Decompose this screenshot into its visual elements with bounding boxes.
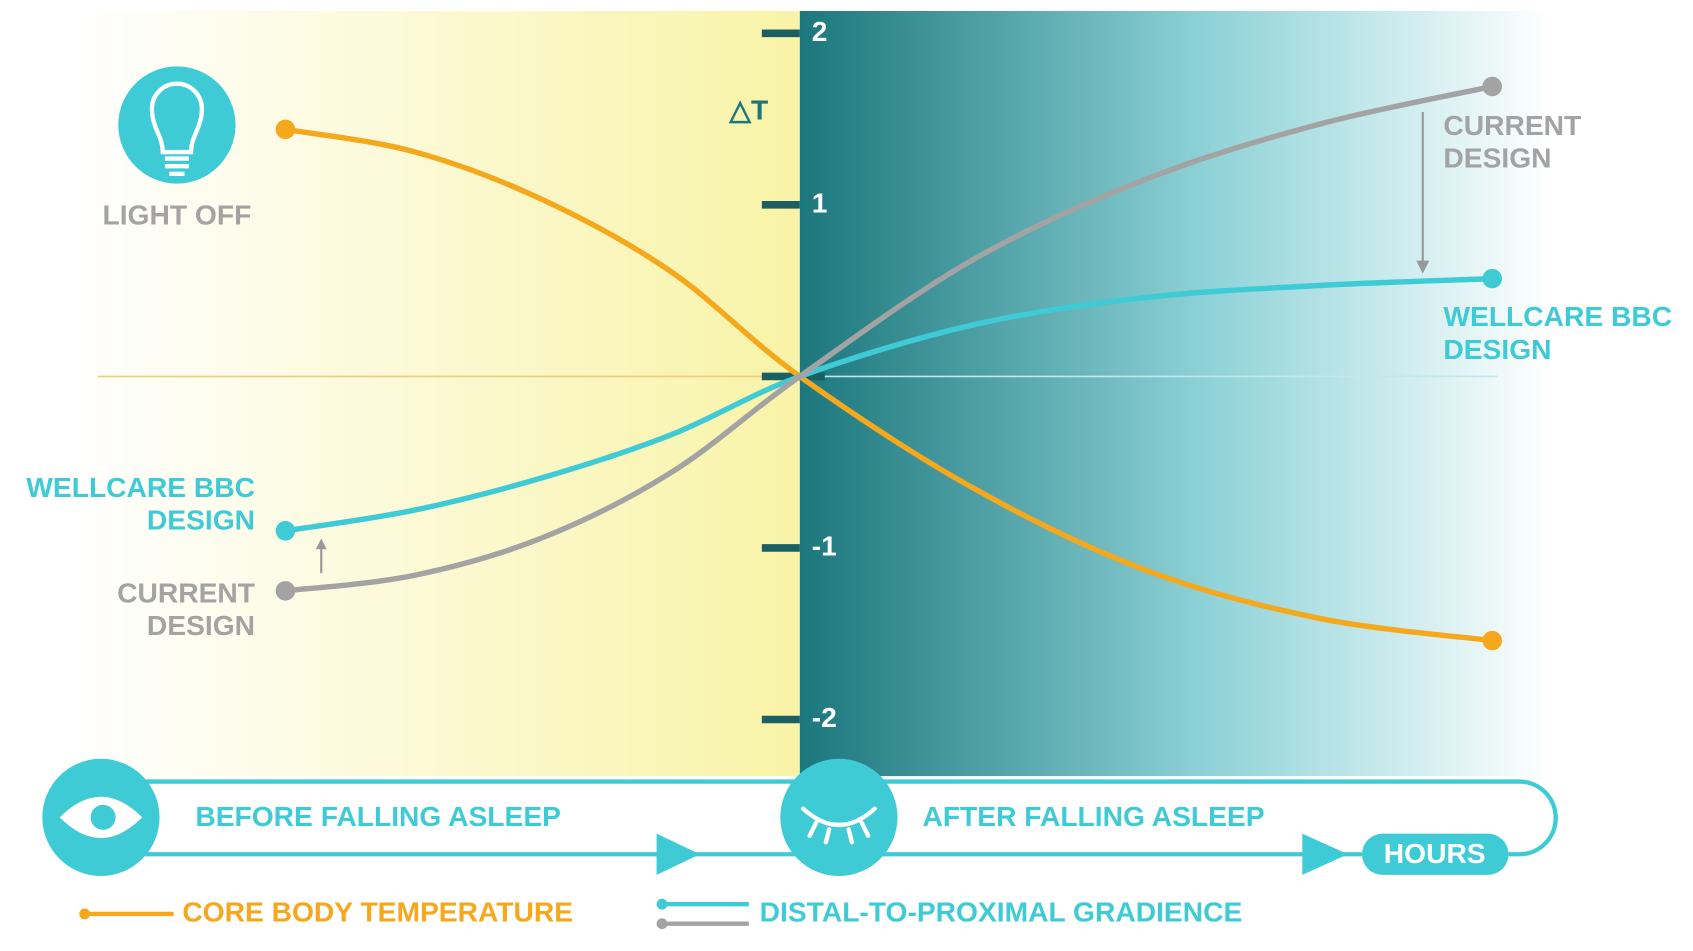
after-region (799, 11, 1549, 777)
closed-eye (800, 806, 877, 845)
series-line (284, 126, 1493, 644)
y-axis-label: △T (728, 93, 768, 125)
sleep-icon (780, 758, 898, 876)
y-tick-label: 1 (812, 186, 828, 218)
end-dot (1482, 268, 1502, 289)
series-label: WELLCARE BBC (26, 471, 255, 503)
y-tick-label: -2 (812, 701, 837, 733)
legend-dot (79, 908, 91, 920)
end-dot (275, 581, 296, 601)
legend-label: CORE BODY TEMPERATURE (182, 895, 573, 927)
series-label: DESIGN (147, 609, 255, 641)
arrow-head (1416, 260, 1430, 274)
series-label: DESIGN (1443, 142, 1551, 174)
series-label: CURRENT (117, 577, 255, 609)
end-dot (275, 119, 296, 140)
legend-dot (656, 918, 668, 930)
series-label: DESIGN (1443, 333, 1551, 365)
legend-dot (656, 898, 668, 910)
end-dot (1482, 76, 1502, 97)
pupil (87, 801, 119, 834)
phase-before: BEFORE FALLING ASLEEP (195, 800, 561, 832)
series-label: WELLCARE BBC (1443, 300, 1672, 332)
arrow-head (315, 538, 327, 550)
series-label: CURRENT (1443, 109, 1581, 141)
light-icon (118, 66, 236, 184)
end-dot (275, 521, 296, 541)
y-tick-label: -1 (812, 529, 837, 561)
legend-label: DISTAL-TO-PROXIMAL GRADIENCE (760, 895, 1243, 927)
phase-after: AFTER FALLING ASLEEP (922, 800, 1264, 832)
y-tick-label: 2 (812, 15, 828, 47)
x-axis-label: HOURS (1384, 837, 1486, 869)
end-dot (1482, 630, 1502, 651)
light-label: LIGHT OFF (102, 199, 251, 231)
series-line (285, 83, 1493, 594)
timeline (100, 779, 1558, 857)
series-line (284, 275, 1493, 534)
bulb (149, 81, 205, 176)
hours-pill (1361, 833, 1509, 875)
series-label: DESIGN (147, 504, 255, 536)
